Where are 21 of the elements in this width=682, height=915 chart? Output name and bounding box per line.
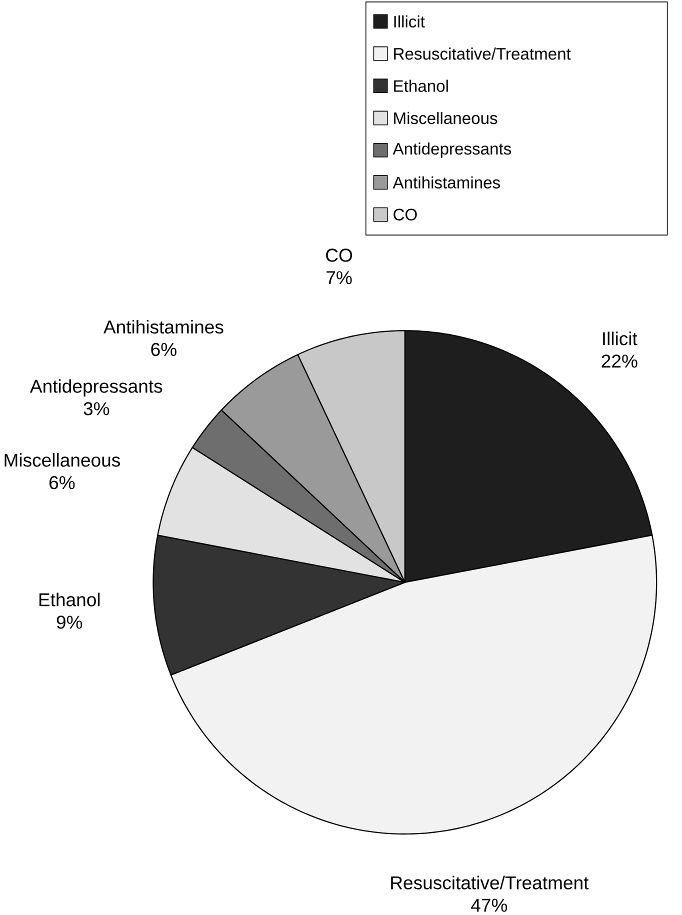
slice-label: Antidepressants bbox=[30, 379, 162, 396]
legend-label: Ethanol bbox=[394, 80, 448, 92]
slice-label: Antihistamines bbox=[104, 320, 224, 334]
legend-label: Miscellaneous bbox=[394, 112, 498, 124]
legend-label: Illicit bbox=[394, 15, 425, 28]
data-label: 7% bbox=[326, 271, 352, 284]
data-label: 3% bbox=[84, 402, 110, 416]
slice-label: Ethanol bbox=[40, 592, 100, 606]
data-label: 22% bbox=[602, 354, 638, 368]
legend-label: Antidepressants bbox=[392, 142, 512, 158]
slice-label: Illicit bbox=[603, 332, 638, 346]
data-label: 6% bbox=[151, 342, 176, 356]
slice-label: Miscellaneous bbox=[4, 453, 120, 467]
legend-label: Resuscitative/Treatment bbox=[394, 48, 571, 60]
data-label: 47% bbox=[471, 898, 508, 912]
data-label: 9% bbox=[56, 616, 82, 629]
slice-label: CO bbox=[326, 248, 352, 262]
legend-label: Antihistamines bbox=[392, 176, 500, 188]
data-label: 6% bbox=[50, 476, 75, 490]
legend-label: CO bbox=[394, 208, 417, 220]
slice-label: Resuscitative/Treatment bbox=[391, 876, 589, 890]
